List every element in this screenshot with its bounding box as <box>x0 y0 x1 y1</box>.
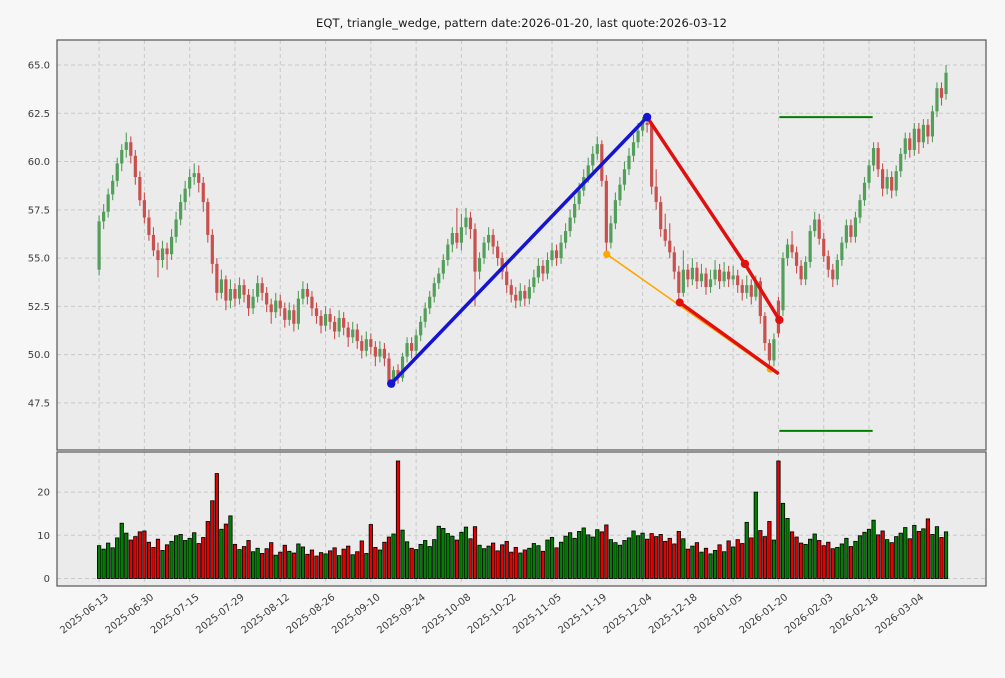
svg-text:2025-10-08: 2025-10-08 <box>421 592 474 636</box>
svg-text:60.0: 60.0 <box>28 157 50 168</box>
svg-text:0: 0 <box>44 574 50 585</box>
svg-text:2025-07-15: 2025-07-15 <box>149 592 202 636</box>
svg-text:62.5: 62.5 <box>28 109 50 120</box>
svg-text:2025-06-13: 2025-06-13 <box>58 592 111 636</box>
svg-text:2025-12-04: 2025-12-04 <box>602 592 655 636</box>
x-axis-labels: 2025-06-132025-06-302025-07-152025-07-29… <box>58 592 926 636</box>
volume-axis-labels: 0 10 20 <box>37 488 50 585</box>
svg-text:57.5: 57.5 <box>28 205 50 216</box>
svg-text:2025-10-22: 2025-10-22 <box>466 592 519 636</box>
svg-text:2025-09-24: 2025-09-24 <box>375 592 428 636</box>
volume-series <box>97 460 949 579</box>
svg-text:2025-11-05: 2025-11-05 <box>511 592 564 636</box>
svg-text:10: 10 <box>37 531 50 542</box>
price-axis-labels: 47.5 50.0 52.5 55.0 57.5 60.0 62.5 65.0 <box>28 61 50 410</box>
red-upper-trendline <box>645 115 784 325</box>
svg-text:55.0: 55.0 <box>28 254 50 265</box>
svg-text:2026-02-03: 2026-02-03 <box>783 592 836 636</box>
svg-text:2026-03-04: 2026-03-04 <box>874 592 927 636</box>
svg-text:2026-01-05: 2026-01-05 <box>692 592 745 636</box>
panel-backgrounds <box>57 40 986 586</box>
svg-text:2025-12-18: 2025-12-18 <box>647 592 700 636</box>
panel-borders <box>56 39 987 587</box>
svg-text:2025-09-10: 2025-09-10 <box>330 592 383 636</box>
svg-text:20: 20 <box>37 488 50 499</box>
red-lower-trendline <box>675 298 780 375</box>
svg-text:65.0: 65.0 <box>28 61 50 72</box>
candlestick-series <box>97 65 948 388</box>
svg-text:2025-08-26: 2025-08-26 <box>285 592 338 636</box>
svg-text:2025-06-30: 2025-06-30 <box>104 592 157 636</box>
svg-text:2025-07-29: 2025-07-29 <box>194 592 247 636</box>
chart-title: EQT, triangle_wedge, pattern date:2026-0… <box>315 16 728 30</box>
svg-text:2025-08-12: 2025-08-12 <box>239 592 292 636</box>
svg-text:2025-11-19: 2025-11-19 <box>556 592 609 636</box>
svg-text:47.5: 47.5 <box>28 398 50 409</box>
svg-text:52.5: 52.5 <box>28 302 50 313</box>
svg-text:2026-02-18: 2026-02-18 <box>828 592 881 636</box>
svg-text:2026-01-20: 2026-01-20 <box>738 592 791 636</box>
svg-text:50.0: 50.0 <box>28 350 50 361</box>
blue-trendline <box>387 112 652 388</box>
